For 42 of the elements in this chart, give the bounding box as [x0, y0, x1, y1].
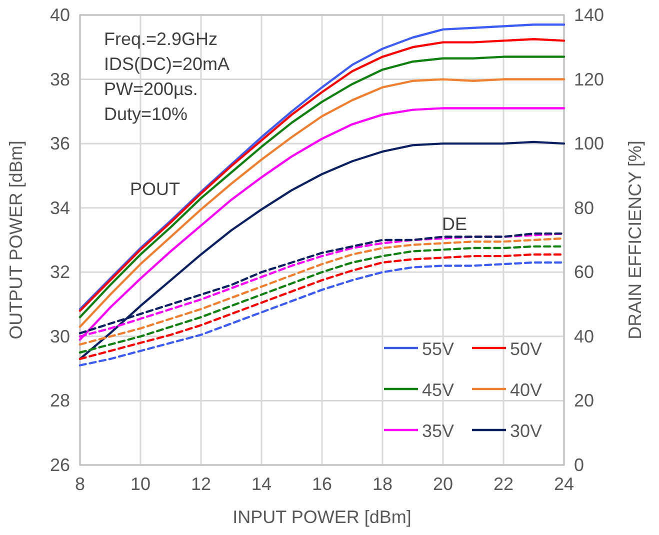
x-tick-label: 24 [554, 474, 574, 494]
annotation: Duty=10% [104, 104, 188, 124]
y2-tick-label: 60 [574, 262, 594, 282]
y-tick-label: 38 [50, 69, 70, 90]
y2-axis-title: DRAIN EFFICIENCY [%] [625, 140, 645, 340]
x-tick-label: 8 [74, 474, 86, 494]
y-axis-title: OUTPUT POWER [dBm] [6, 140, 26, 340]
legend-label: 35V [422, 421, 454, 441]
annotation: DE [442, 214, 468, 234]
x-tick-label: 18 [372, 474, 393, 494]
y2-tick-label: 40 [574, 326, 594, 346]
y-tick-label: 36 [50, 134, 70, 154]
annotation: PW=200µs. [104, 79, 198, 99]
legend-label: 50V [510, 339, 542, 359]
y2-tick-label: 20 [574, 390, 594, 411]
y-tick-label: 28 [50, 390, 70, 411]
x-tick-label: 14 [251, 474, 272, 494]
x-tick-label: 22 [493, 474, 514, 494]
x-axis-title: INPUT POWER [dBm] [232, 507, 412, 527]
y-tick-label: 34 [50, 198, 70, 218]
x-tick-label: 10 [130, 474, 151, 494]
line-series [78, 140, 566, 360]
legend-label: 40V [510, 380, 542, 400]
y-tick-label: 40 [50, 5, 70, 25]
y-tick-label: 30 [50, 326, 70, 346]
annotation: IDS(DC)=20mA [104, 54, 230, 74]
annotation: POUT [130, 179, 180, 199]
y-tick-label: 26 [50, 455, 70, 475]
y2-tick-label: 120 [574, 69, 604, 90]
y2-tick-label: 0 [574, 455, 584, 475]
y2-tick-label: 80 [574, 198, 594, 218]
annotation: Freq.=2.9GHz [104, 29, 218, 49]
y2-tick-label: 100 [574, 134, 604, 154]
x-tick-label: 20 [432, 474, 454, 494]
line-series [78, 107, 566, 341]
legend-label: 45V [422, 380, 454, 400]
legend-label: 30V [510, 421, 542, 441]
legend-label: 55V [422, 339, 454, 359]
x-tick-label: 16 [312, 474, 332, 494]
y2-tick-label: 140 [574, 5, 604, 25]
y-tick-label: 32 [50, 262, 70, 282]
x-tick-label: 12 [190, 474, 212, 494]
